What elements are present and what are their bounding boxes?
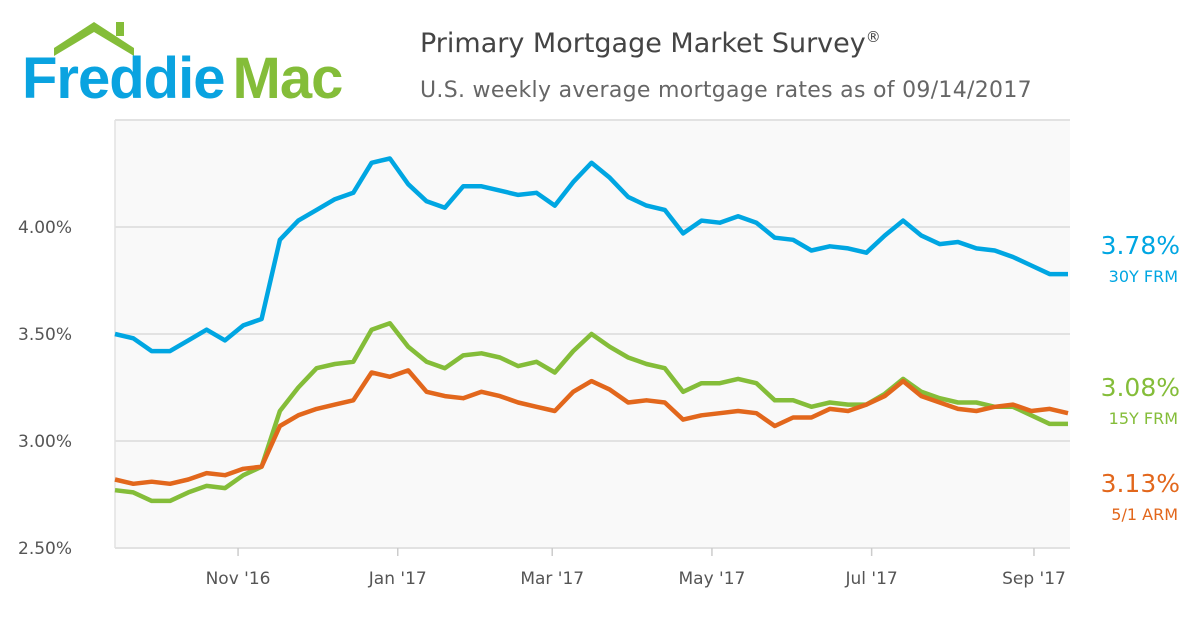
last-value-label: 3.78% (1101, 231, 1180, 260)
series-name-label: 15Y FRM (1109, 409, 1178, 428)
title-text: Primary Mortgage Market Survey (420, 28, 866, 59)
x-tick-label: May '17 (679, 569, 746, 589)
x-tick-label: Nov '16 (206, 569, 271, 589)
chart-subtitle: U.S. weekly average mortgage rates as of… (420, 78, 1032, 103)
x-tick-label: Sep '17 (1002, 569, 1066, 589)
x-tick-label: Jan '17 (368, 569, 427, 589)
y-tick-label: 3.50% (18, 325, 72, 345)
x-tick-label: Jul '17 (845, 569, 898, 589)
last-value-label: 3.08% (1101, 373, 1180, 402)
x-tick-label: Mar '17 (520, 569, 584, 589)
logo-text-freddie: Freddie (22, 46, 225, 108)
freddie-mac-logo: Freddie Mac (22, 22, 343, 108)
chart-title: Primary Mortgage Market Survey® (420, 28, 881, 59)
logo-text-mac: Mac (233, 46, 343, 108)
chimney-icon (116, 22, 124, 36)
registered-mark: ® (865, 28, 881, 46)
series-name-label: 5/1 ARM (1111, 505, 1178, 524)
last-value-label: 3.13% (1101, 469, 1180, 498)
series-name-label: 30Y FRM (1109, 267, 1178, 286)
y-tick-label: 2.50% (18, 539, 72, 559)
y-tick-label: 3.00% (18, 432, 72, 452)
y-tick-label: 4.00% (18, 218, 72, 238)
house-roof-icon (54, 22, 134, 56)
